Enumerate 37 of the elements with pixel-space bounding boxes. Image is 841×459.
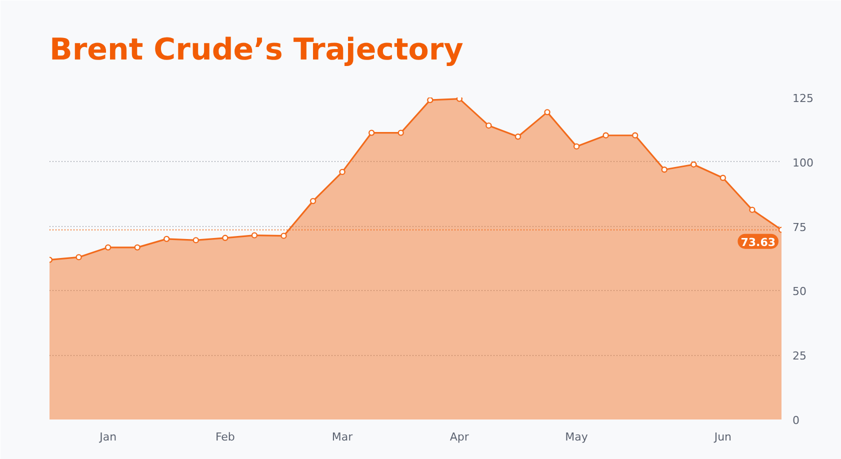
chart-title: Brent Crude’s Trajectory — [50, 32, 464, 68]
point — [602, 132, 609, 138]
point — [310, 198, 316, 204]
point — [398, 130, 404, 136]
point — [251, 232, 258, 238]
y-tick-label: 0 — [792, 414, 800, 427]
point — [573, 143, 580, 150]
point — [632, 132, 638, 138]
point — [76, 254, 82, 260]
point — [164, 236, 170, 242]
y-tick-label: 100 — [792, 156, 814, 170]
point — [368, 130, 375, 136]
x-tick-label: Mar — [332, 430, 354, 444]
point — [134, 244, 140, 251]
point — [720, 174, 726, 181]
point — [104, 244, 112, 251]
y-tick-label: 125 — [792, 92, 814, 105]
x-tick-label: May — [565, 430, 588, 444]
point — [339, 168, 346, 176]
y-tick-label: 50 — [792, 285, 806, 298]
point — [661, 166, 668, 173]
point — [486, 122, 492, 129]
y-tick-label: 75 — [792, 220, 806, 234]
ref-line-label: 73.63 — [740, 236, 776, 249]
x-tick-label: Feb — [215, 430, 235, 444]
y-tick-label: 25 — [792, 350, 806, 363]
point — [514, 134, 522, 140]
point — [749, 206, 756, 213]
point — [427, 98, 434, 104]
x-tick-label: Jan — [98, 430, 117, 444]
point — [690, 161, 697, 168]
x-tick-label: Apr — [450, 430, 470, 444]
point — [192, 237, 199, 244]
point — [280, 232, 287, 239]
point — [222, 234, 228, 241]
x-tick-label: Jun — [713, 430, 732, 444]
point — [544, 109, 550, 116]
